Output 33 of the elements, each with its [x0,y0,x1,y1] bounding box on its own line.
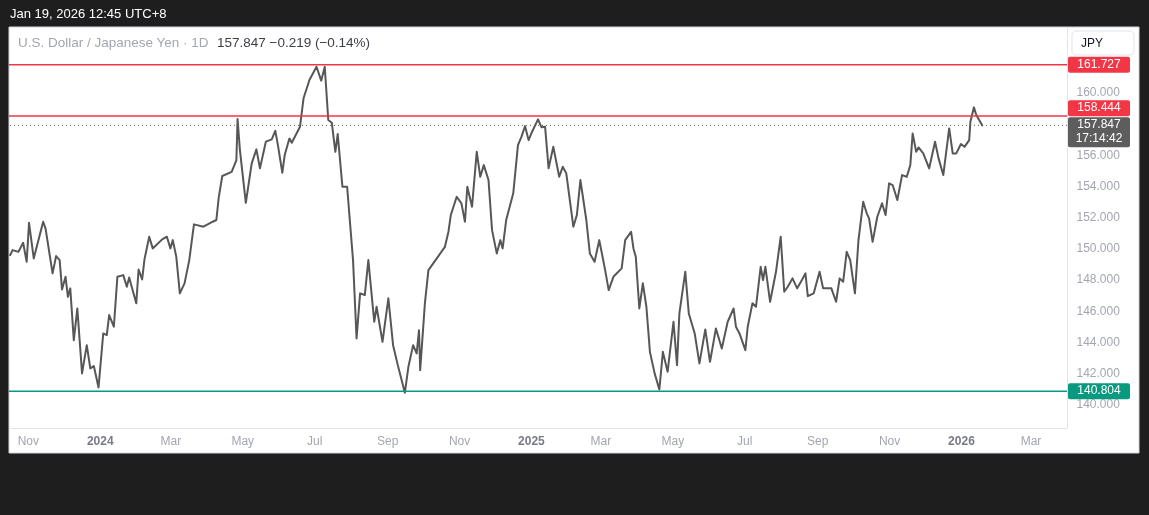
ref-line-label: 140.804 [1077,383,1122,398]
x-tick-label: Sep [377,433,399,448]
x-tick-label: Jul [306,433,323,448]
x-tick-label: 2025 [518,433,546,448]
y-tick-label: 160.000 [1076,85,1121,100]
x-tick-label: May [661,433,685,448]
x-tick-label: 2026 [948,433,976,448]
y-tick-label: 144.000 [1076,334,1121,349]
x-tick-label: Sep [807,433,829,448]
x-tick-label: Mar [1020,433,1042,448]
x-tick-label: Mar [590,433,612,448]
y-tick-label: 152.000 [1076,210,1121,225]
y-tick-label: 148.000 [1076,272,1121,287]
x-tick-label: 2024 [86,433,114,448]
text: Jan 19, 2026 12:45 UTC+8 [10,6,167,21]
text: U.S. Dollar / Japanese Yen · 1D [18,35,209,50]
ref-line-label: 157.847 17:14:42 [1075,117,1123,146]
x-tick-label: Mar [160,433,182,448]
ref-line-label: 161.727 [1077,56,1122,71]
x-tick-label: Nov [17,433,40,448]
x-tick-label: Jul [737,433,753,448]
x-tick-label: May [231,433,255,448]
y-tick-label: 156.000 [1076,147,1121,162]
x-tick-label: Nov [448,433,471,448]
y-axis-title: JPY [1081,36,1104,50]
ref-line-label: 158.444 [1077,100,1122,115]
y-tick-label: 142.000 [1076,366,1121,381]
y-tick-label: 154.000 [1076,178,1121,193]
y-tick-label: 146.000 [1076,303,1121,318]
y-tick-label: 140.000 [1076,397,1121,412]
text: 157.847 −0.219 (−0.14%) [216,35,371,50]
y-tick-label: 150.000 [1076,241,1121,256]
x-tick-label: Nov [878,433,901,448]
